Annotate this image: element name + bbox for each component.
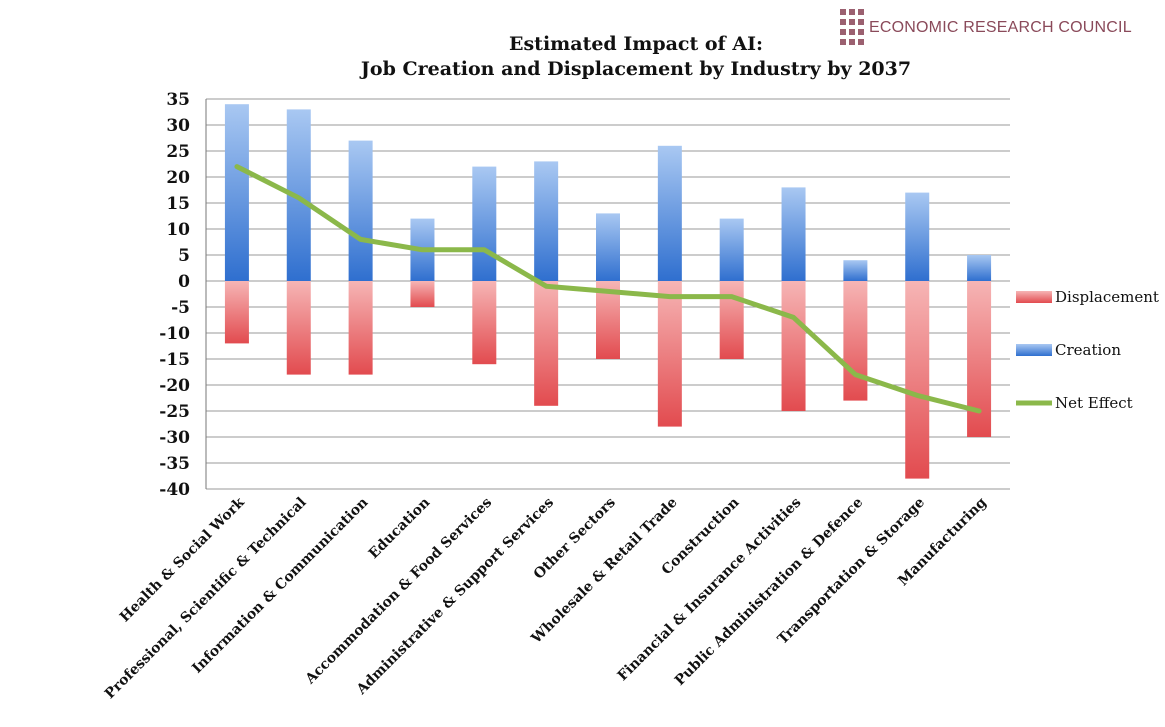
legend-item-creation: Creation — [1016, 341, 1121, 359]
legend: Displacement Creation Net Effect — [1016, 288, 1159, 412]
net-effect-point — [977, 409, 981, 413]
y-tick-label: -5 — [171, 298, 190, 318]
bar-creation — [967, 255, 992, 281]
y-tick-label: -20 — [159, 376, 190, 396]
logo: ECONOMIC RESEARCH COUNCIL — [840, 9, 1132, 45]
bar-displacement — [719, 281, 744, 359]
net-effect-point — [544, 284, 548, 288]
net-effect-point — [606, 289, 610, 293]
bar-creation — [719, 218, 744, 281]
bar-displacement — [224, 281, 249, 344]
y-tick-label: 10 — [166, 220, 190, 240]
net-effect-point — [235, 165, 239, 169]
legend-item-net-effect: Net Effect — [1016, 394, 1133, 412]
net-effect-point — [297, 196, 301, 200]
y-tick-label: 25 — [166, 142, 190, 162]
y-tick-label: 20 — [166, 168, 190, 188]
y-tick-label: 15 — [166, 194, 190, 214]
bar-creation — [348, 140, 373, 281]
y-tick-label: -30 — [159, 428, 190, 448]
y-tick-label: -35 — [159, 454, 190, 474]
chart-title-line-2: Job Creation and Displacement by Industr… — [359, 58, 911, 80]
legend-item-displacement: Displacement — [1016, 288, 1159, 306]
net-effect-line-group — [234, 164, 982, 414]
y-tick-label: 5 — [178, 246, 190, 266]
net-effect-point — [482, 248, 486, 252]
bar-displacement — [781, 281, 806, 411]
y-tick-label: 0 — [178, 272, 190, 292]
y-tick-label: -25 — [159, 402, 190, 422]
bar-displacement — [967, 281, 992, 437]
bar-displacement — [472, 281, 497, 365]
y-tick-label: -15 — [159, 350, 190, 370]
y-tick-label: -10 — [159, 324, 190, 344]
bar-creation — [472, 166, 497, 281]
bar-creation — [534, 161, 559, 281]
bar-creation — [657, 145, 682, 281]
bar-creation — [843, 260, 868, 281]
bar-displacement — [534, 281, 559, 406]
legend-label-net-effect: Net Effect — [1055, 394, 1133, 412]
x-tick-label: Education — [366, 495, 434, 563]
legend-swatch-creation — [1016, 344, 1052, 356]
bar-displacement — [843, 281, 868, 401]
net-effect-point — [730, 295, 734, 299]
chart-title-line-1: Estimated Impact of AI: — [509, 33, 763, 55]
net-effect-point — [668, 295, 672, 299]
net-effect-point — [915, 393, 919, 397]
bar-creation — [596, 213, 620, 281]
y-tick-label: 30 — [166, 116, 190, 136]
bar-displacement — [905, 281, 930, 479]
legend-label-displacement: Displacement — [1055, 288, 1159, 306]
logo-text: ECONOMIC RESEARCH COUNCIL — [869, 19, 1132, 36]
bar-creation — [905, 192, 930, 281]
bar-displacement — [348, 281, 373, 375]
logo-mark-icon — [840, 9, 864, 45]
net-effect-point — [853, 373, 857, 377]
y-tick-label: 35 — [166, 90, 190, 110]
legend-swatch-displacement — [1016, 291, 1052, 303]
net-effect-point — [420, 248, 424, 252]
bar-creation — [781, 187, 806, 281]
bar-displacement — [410, 281, 435, 307]
bar-displacement — [286, 281, 311, 375]
net-effect-point — [359, 237, 363, 241]
y-axis-ticks: 35 30 25 20 15 10 5 0 -5 -10 -15 -20 -25 -30 -35 -40 — [159, 90, 190, 500]
x-tick-label: Health & Social Work — [117, 494, 248, 625]
net-effect-point — [792, 315, 796, 319]
bar-displacement — [657, 281, 682, 427]
legend-label-creation: Creation — [1055, 341, 1121, 359]
y-tick-label: -40 — [159, 480, 190, 500]
bar-creation — [224, 104, 249, 281]
